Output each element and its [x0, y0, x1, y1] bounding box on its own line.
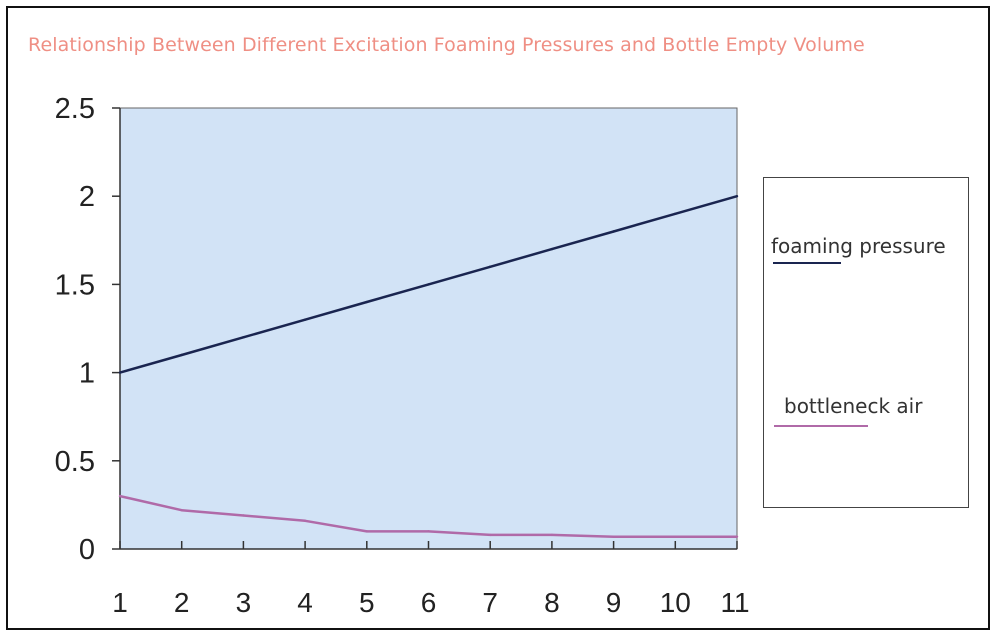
x-tick-label: 3 — [236, 587, 252, 618]
x-tick-label: 5 — [359, 587, 375, 618]
x-tick-label: 8 — [544, 587, 560, 618]
x-tick-label: 10 — [660, 587, 691, 618]
legend-label-bottleneck-air: bottleneck air — [784, 394, 923, 418]
data-point-bottleneck-air — [674, 535, 677, 538]
y-tick-label: 0.5 — [55, 446, 95, 478]
data-point-bottleneck-air — [118, 494, 122, 498]
chart-title: Relationship Between Different Excitatio… — [28, 34, 865, 56]
y-axis-ticks: 2.5 2 1.5 1 0.5 0 — [55, 93, 120, 566]
y-tick-label: 1 — [79, 358, 95, 390]
plot-area — [119, 107, 738, 550]
data-point-bottleneck-air — [427, 530, 430, 533]
data-point-bottleneck-air — [242, 514, 245, 517]
data-point-bottleneck-air — [180, 508, 183, 512]
x-tick-label: 1 — [112, 587, 128, 618]
x-axis-ticks: 1 2 3 4 5 6 7 8 9 10 11 — [112, 541, 750, 618]
y-tick-label: 2.5 — [55, 93, 95, 125]
x-tick-label: 7 — [482, 587, 498, 618]
data-point-foaming-pressure — [365, 300, 368, 304]
x-tick-label: 6 — [421, 587, 437, 618]
data-point-bottleneck-air — [735, 535, 739, 538]
data-point-foaming-pressure — [550, 247, 554, 251]
data-point-foaming-pressure — [735, 195, 739, 198]
data-point-foaming-pressure — [489, 265, 492, 268]
data-point-foaming-pressure — [303, 318, 307, 321]
data-point-foaming-pressure — [612, 230, 615, 233]
data-point-foaming-pressure — [242, 336, 245, 339]
data-point-bottleneck-air — [612, 535, 615, 538]
x-tick-label: 9 — [606, 587, 622, 618]
series-lines — [118, 194, 739, 538]
x-tick-label: 2 — [174, 587, 190, 618]
legend-label-foaming-pressure: foaming pressure — [771, 234, 946, 258]
data-point-foaming-pressure — [674, 212, 677, 216]
data-point-bottleneck-air — [365, 530, 368, 533]
data-point-bottleneck-air — [550, 533, 554, 537]
data-point-foaming-pressure — [118, 371, 122, 374]
data-point-bottleneck-air — [489, 533, 492, 537]
data-point-foaming-pressure — [427, 283, 430, 286]
data-point-bottleneck-air — [303, 519, 307, 522]
x-tick-label: 4 — [297, 587, 313, 618]
legend: foaming pressure bottleneck air — [763, 177, 969, 508]
legend-swatch-foaming-pressure — [773, 262, 841, 264]
y-tick-label: 1.5 — [55, 269, 95, 301]
data-point-foaming-pressure — [180, 353, 183, 357]
legend-swatch-bottleneck-air — [774, 425, 868, 427]
y-tick-label: 0 — [79, 534, 95, 566]
x-tick-label: 11 — [720, 587, 749, 618]
y-tick-label: 2 — [79, 181, 95, 213]
